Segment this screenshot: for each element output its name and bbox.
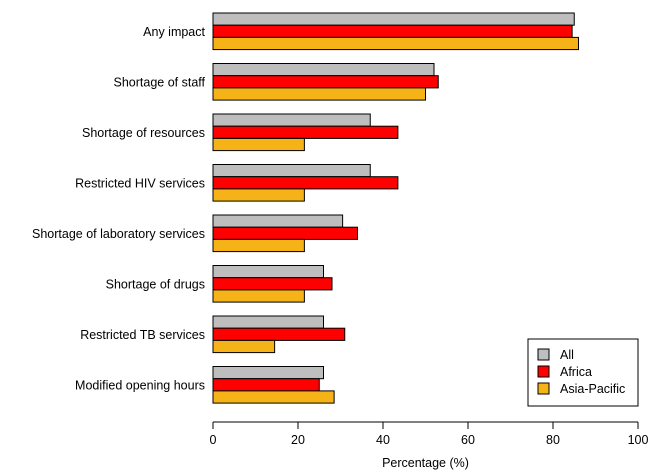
bar-africa-1 — [212, 75, 439, 89]
legend-swatch — [537, 382, 550, 395]
bar-asia-pacific-4 — [212, 238, 305, 253]
bar-all-0 — [212, 12, 575, 26]
category-label: Shortage of staff — [114, 75, 206, 89]
bar-all-1 — [212, 63, 435, 77]
bar-all-5 — [212, 265, 324, 279]
legend: All Africa Asia-Pacific — [527, 338, 639, 407]
category-labels: Any impact Shortage of staff Shortage of r… — [32, 25, 206, 392]
legend-swatch — [537, 348, 550, 361]
x-tick-label: 0 — [210, 433, 217, 447]
bar-all-6 — [212, 315, 324, 329]
x-tick-label: 80 — [546, 433, 560, 447]
bar-africa-4 — [212, 226, 358, 240]
x-tick-label: 40 — [376, 433, 390, 447]
category-label: Any impact — [143, 25, 205, 39]
category-label: Shortage of laboratory services — [32, 227, 205, 241]
bar-africa-2 — [212, 125, 399, 139]
bar-asia-pacific-5 — [212, 289, 305, 303]
bar-asia-pacific-0 — [212, 36, 579, 51]
bar-asia-pacific-1 — [212, 87, 426, 101]
category-label: Shortage of drugs — [106, 277, 205, 291]
legend-box — [527, 338, 639, 407]
bar-all-2 — [212, 113, 371, 127]
bar-all-4 — [212, 214, 344, 228]
bar-africa-7 — [212, 378, 320, 392]
bar-asia-pacific-7 — [212, 390, 335, 404]
x-tick-label: 20 — [291, 433, 305, 447]
bar-asia-pacific-2 — [212, 137, 305, 152]
category-label: Shortage of resources — [82, 126, 205, 140]
bar-africa-3 — [212, 176, 399, 190]
category-label: Restricted HIV services — [75, 176, 205, 190]
x-axis-label: Percentage (%) — [382, 456, 469, 470]
x-tick-label: 60 — [461, 433, 475, 447]
category-label: Restricted TB services — [80, 328, 205, 342]
legend-label: All — [560, 348, 574, 362]
x-tick-label: 100 — [628, 433, 649, 447]
x-axis: 0 20 40 60 80 100 — [210, 421, 649, 447]
legend-label: Africa — [560, 365, 592, 379]
bar-africa-6 — [212, 327, 346, 341]
bars-group — [212, 12, 579, 404]
bar-africa-5 — [212, 277, 333, 291]
legend-swatch — [537, 365, 550, 378]
bar-asia-pacific-6 — [212, 339, 276, 354]
legend-label: Asia-Pacific — [560, 382, 625, 396]
bar-africa-0 — [212, 24, 573, 38]
category-label: Modified opening hours — [75, 378, 205, 392]
bar-all-3 — [212, 164, 371, 178]
bar-all-7 — [212, 366, 324, 380]
bar-asia-pacific-3 — [212, 188, 305, 202]
